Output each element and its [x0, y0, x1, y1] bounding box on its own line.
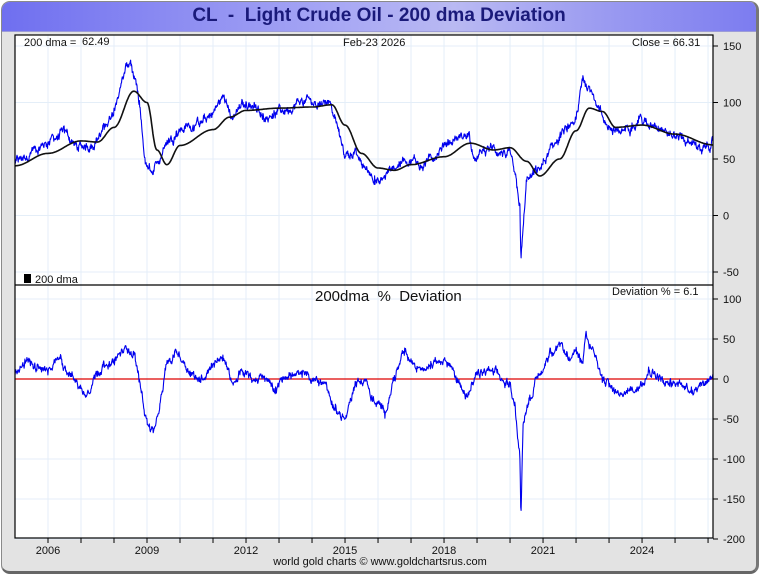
gridlines	[15, 35, 713, 540]
chart-title: CL - Light Crude Oil - 200 dma Deviation	[192, 5, 566, 26]
upper-y-tick-label: 150	[723, 41, 741, 53]
deviation-value: Deviation % = 6.1	[612, 286, 699, 298]
close-value: Close = 66.31	[632, 37, 700, 49]
deviation-panel-title: 200dma % Deviation	[315, 288, 462, 305]
dma-value: 62.49	[82, 36, 110, 48]
title-bar: CL - Light Crude Oil - 200 dma Deviation	[2, 2, 756, 32]
upper-y-tick-label: 0	[723, 211, 729, 223]
upper-y-tick-label: 50	[723, 154, 735, 166]
deviation-line	[15, 330, 713, 511]
dma-legend-swatch	[24, 274, 31, 283]
lower-y-tick-label: -200	[723, 534, 745, 546]
axes: 150 100 50 0 -50 100 50 0 -50 -100 -150 -200 2006 200…	[14, 34, 745, 557]
footer-credit: world gold charts © www.goldchartsrus.co…	[273, 556, 487, 568]
x-tick-label: 2012	[234, 545, 258, 557]
lower-series-group	[15, 330, 713, 511]
chart-date: Feb-23 2026	[343, 37, 405, 49]
plot-border	[14, 34, 714, 539]
upper-series-group	[15, 59, 713, 259]
lower-y-tick-label: -50	[723, 414, 739, 426]
lower-y-tick-label: -150	[723, 494, 745, 506]
x-tick-label: 2015	[333, 545, 357, 557]
lower-y-tick-label: -100	[723, 454, 745, 466]
upper-y-tick-label: 100	[723, 98, 741, 110]
dma-label: 200 dma =	[24, 37, 76, 49]
lower-y-tick-label: 50	[723, 334, 735, 346]
plot-area	[15, 35, 713, 538]
dma-legend-label: 200 dma	[35, 274, 79, 286]
x-tick-label: 2024	[630, 545, 654, 557]
lower-y-tick-label: 0	[723, 374, 729, 386]
lower-y-tick-label: 100	[723, 294, 741, 306]
x-tick-label: 2006	[36, 545, 60, 557]
dma-200-line	[15, 90, 713, 177]
x-tick-label: 2018	[432, 545, 456, 557]
close-price-line	[15, 59, 713, 259]
upper-y-tick-label: -50	[723, 267, 739, 279]
x-tick-label: 2009	[135, 545, 159, 557]
x-tick-label: 2021	[531, 545, 555, 557]
